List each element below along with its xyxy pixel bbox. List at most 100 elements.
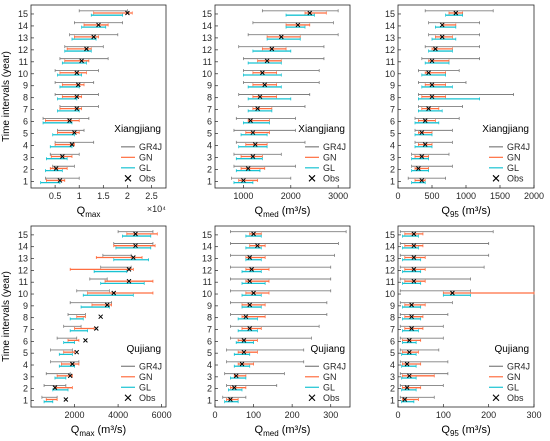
obs-marker bbox=[126, 278, 132, 284]
y-tick-label: 7 bbox=[207, 325, 212, 335]
x-tick-label: 1 bbox=[77, 191, 82, 201]
y-tick-label: 7 bbox=[390, 105, 395, 115]
obs-marker bbox=[411, 231, 417, 237]
y-tick-label: 1 bbox=[23, 176, 28, 186]
y-tick-label: 12 bbox=[385, 265, 395, 275]
y-tick-label: 11 bbox=[386, 57, 395, 67]
legend-label-gn: GN bbox=[139, 372, 153, 382]
obs-marker bbox=[251, 290, 256, 296]
legend-label-gr4j: GR4J bbox=[139, 142, 162, 152]
obs-marker bbox=[433, 46, 438, 52]
obs-marker bbox=[59, 154, 65, 159]
y-tick-label: 3 bbox=[207, 372, 212, 382]
x-tick-label: 1000 bbox=[456, 191, 476, 201]
obs-marker bbox=[231, 385, 237, 391]
x-tick-label: 4000 bbox=[108, 410, 128, 420]
x-tick-label: 0 bbox=[212, 410, 217, 420]
legend-obs-marker bbox=[124, 174, 132, 182]
legend-label-gr4j: GR4J bbox=[507, 142, 530, 152]
legend-obs-marker bbox=[492, 394, 500, 402]
obs-marker bbox=[74, 94, 80, 100]
y-tick-label: 5 bbox=[207, 348, 212, 358]
obs-marker bbox=[247, 302, 253, 308]
obs-marker bbox=[264, 58, 270, 64]
y-tick-label: 3 bbox=[390, 153, 395, 163]
obs-marker bbox=[255, 243, 260, 249]
y-tick-label: 6 bbox=[390, 336, 395, 346]
x-tick-label: 2000 bbox=[281, 191, 301, 201]
obs-marker bbox=[69, 142, 75, 147]
obs-marker bbox=[411, 243, 417, 249]
legend-label-obs: Obs bbox=[507, 173, 524, 183]
y-tick-label: 9 bbox=[207, 81, 212, 91]
legend-label-gr4j: GR4J bbox=[139, 361, 162, 371]
obs-marker bbox=[247, 255, 253, 260]
y-tick-label: 14 bbox=[202, 242, 212, 252]
y-tick-label: 9 bbox=[390, 301, 395, 311]
y-tick-label: 14 bbox=[202, 21, 212, 31]
legend-label-obs: Obs bbox=[139, 393, 156, 403]
obs-marker bbox=[79, 58, 84, 64]
y-tick-label: 8 bbox=[207, 313, 212, 323]
obs-marker bbox=[70, 361, 75, 367]
legend-label-gl: GL bbox=[507, 382, 519, 392]
y-tick-label: 8 bbox=[390, 93, 395, 103]
x-tick-label: 3000 bbox=[328, 191, 348, 201]
axes-box bbox=[30, 225, 167, 408]
obs-marker bbox=[411, 255, 417, 260]
legend-label-gr4j: GR4J bbox=[323, 142, 346, 152]
basin-label: Qujiang bbox=[311, 344, 345, 355]
y-axis-label: Time intervals (year) bbox=[1, 51, 12, 142]
obs-marker bbox=[404, 361, 410, 367]
y-tick-label: 10 bbox=[18, 69, 28, 79]
y-tick-label: 10 bbox=[385, 289, 395, 299]
basin-label: Qujiang bbox=[495, 344, 529, 355]
legend-label-gn: GN bbox=[323, 152, 337, 162]
obs-marker bbox=[411, 267, 417, 272]
obs-marker bbox=[241, 337, 247, 343]
x-axis-label: Qmed (m³/s) bbox=[255, 424, 311, 438]
legend-label-gn: GN bbox=[507, 372, 521, 382]
obs-marker bbox=[133, 231, 138, 237]
obs-marker bbox=[57, 178, 63, 183]
obs-marker bbox=[130, 255, 136, 260]
x-axis-label: Qmax (m³/s) bbox=[71, 424, 126, 438]
obs-marker bbox=[93, 326, 99, 331]
x-tick-label: 2000 bbox=[524, 191, 544, 201]
obs-marker bbox=[250, 154, 256, 159]
y-tick-label: 1 bbox=[390, 395, 395, 405]
obs-marker bbox=[255, 106, 260, 112]
x-tick-label: 300 bbox=[526, 410, 541, 420]
y-tick-label: 14 bbox=[18, 21, 28, 31]
y-tick-label: 13 bbox=[18, 254, 28, 264]
x-tick-label: 1000 bbox=[233, 191, 253, 201]
x-tick-label: 1.5 bbox=[97, 191, 110, 201]
obs-marker bbox=[252, 142, 258, 147]
obs-marker bbox=[262, 82, 268, 88]
x-tick-label: 500 bbox=[424, 191, 439, 201]
y-tick-label: 14 bbox=[385, 242, 395, 252]
x-tick-label: 0 bbox=[395, 191, 400, 201]
obs-marker bbox=[239, 361, 245, 367]
obs-marker bbox=[249, 267, 254, 272]
y-tick-label: 7 bbox=[390, 325, 395, 335]
y-tick-label: 15 bbox=[18, 9, 28, 19]
obs-marker bbox=[429, 94, 435, 100]
y-tick-label: 15 bbox=[202, 9, 212, 19]
obs-marker bbox=[243, 314, 249, 320]
y-tick-label: 3 bbox=[23, 153, 28, 163]
y-tick-label: 15 bbox=[385, 230, 395, 240]
y-tick-label: 13 bbox=[18, 33, 28, 43]
obs-marker bbox=[406, 373, 412, 379]
y-tick-label: 5 bbox=[23, 348, 28, 358]
obs-marker bbox=[83, 337, 88, 343]
y-tick-label: 13 bbox=[385, 33, 395, 43]
legend-obs-marker bbox=[308, 174, 316, 182]
x-tick-label: 2 bbox=[125, 191, 130, 201]
y-tick-label: 5 bbox=[390, 348, 395, 358]
obs-marker bbox=[75, 82, 81, 88]
